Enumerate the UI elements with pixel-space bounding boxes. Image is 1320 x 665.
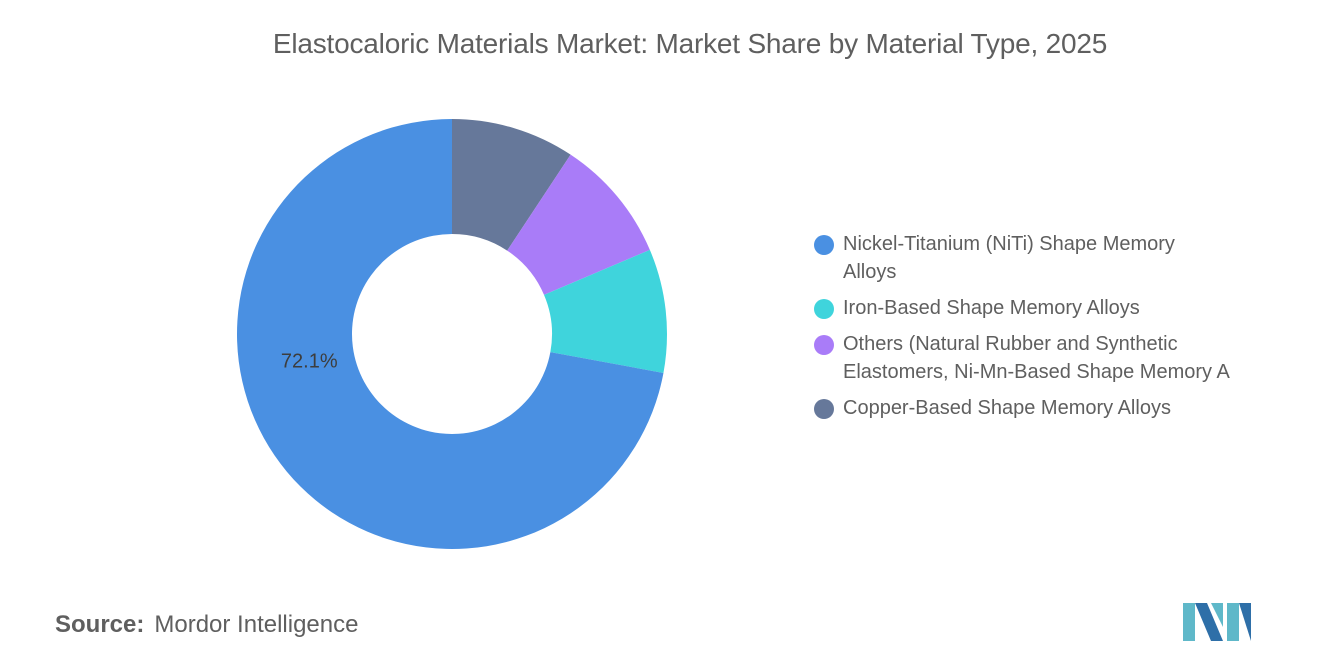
data-label-niti: 72.1% bbox=[281, 351, 338, 373]
legend-item-niti: Nickel-Titanium (NiTi) Shape Memory Allo… bbox=[814, 230, 1294, 286]
legend-item-copper-based: Copper-Based Shape Memory Alloys bbox=[814, 394, 1294, 422]
legend-label-others: Others (Natural Rubber and Synthetic Ela… bbox=[843, 333, 1230, 383]
legend-swatch-iron-based bbox=[814, 299, 834, 319]
mordor-intelligence-logo bbox=[1183, 603, 1251, 641]
chart-title: Elastocaloric Materials Market: Market S… bbox=[272, 28, 1108, 59]
source-text: Mordor Intelligence bbox=[154, 611, 359, 638]
source-label: Source: bbox=[55, 611, 145, 638]
source-note: Source: Mordor Intelligence bbox=[55, 611, 358, 639]
slice-iron-based bbox=[544, 249, 667, 373]
chart-legend: Nickel-Titanium (NiTi) Shape Memory Allo… bbox=[814, 230, 1294, 430]
legend-item-others: Others (Natural Rubber and Synthetic Ela… bbox=[814, 330, 1294, 386]
legend-item-iron-based: Iron-Based Shape Memory Alloys bbox=[814, 294, 1294, 322]
slice-niti bbox=[237, 119, 664, 549]
legend-swatch-niti bbox=[814, 235, 834, 255]
legend-label-iron-based: Iron-Based Shape Memory Alloys bbox=[843, 297, 1140, 319]
legend-swatch-others bbox=[814, 335, 834, 355]
legend-swatch-copper-based bbox=[814, 399, 834, 419]
slice-copper-based bbox=[452, 119, 571, 251]
legend-label-copper-based: Copper-Based Shape Memory Alloys bbox=[843, 397, 1171, 419]
legend-label-niti: Nickel-Titanium (NiTi) Shape Memory Allo… bbox=[843, 233, 1175, 283]
slice-others bbox=[507, 154, 650, 295]
